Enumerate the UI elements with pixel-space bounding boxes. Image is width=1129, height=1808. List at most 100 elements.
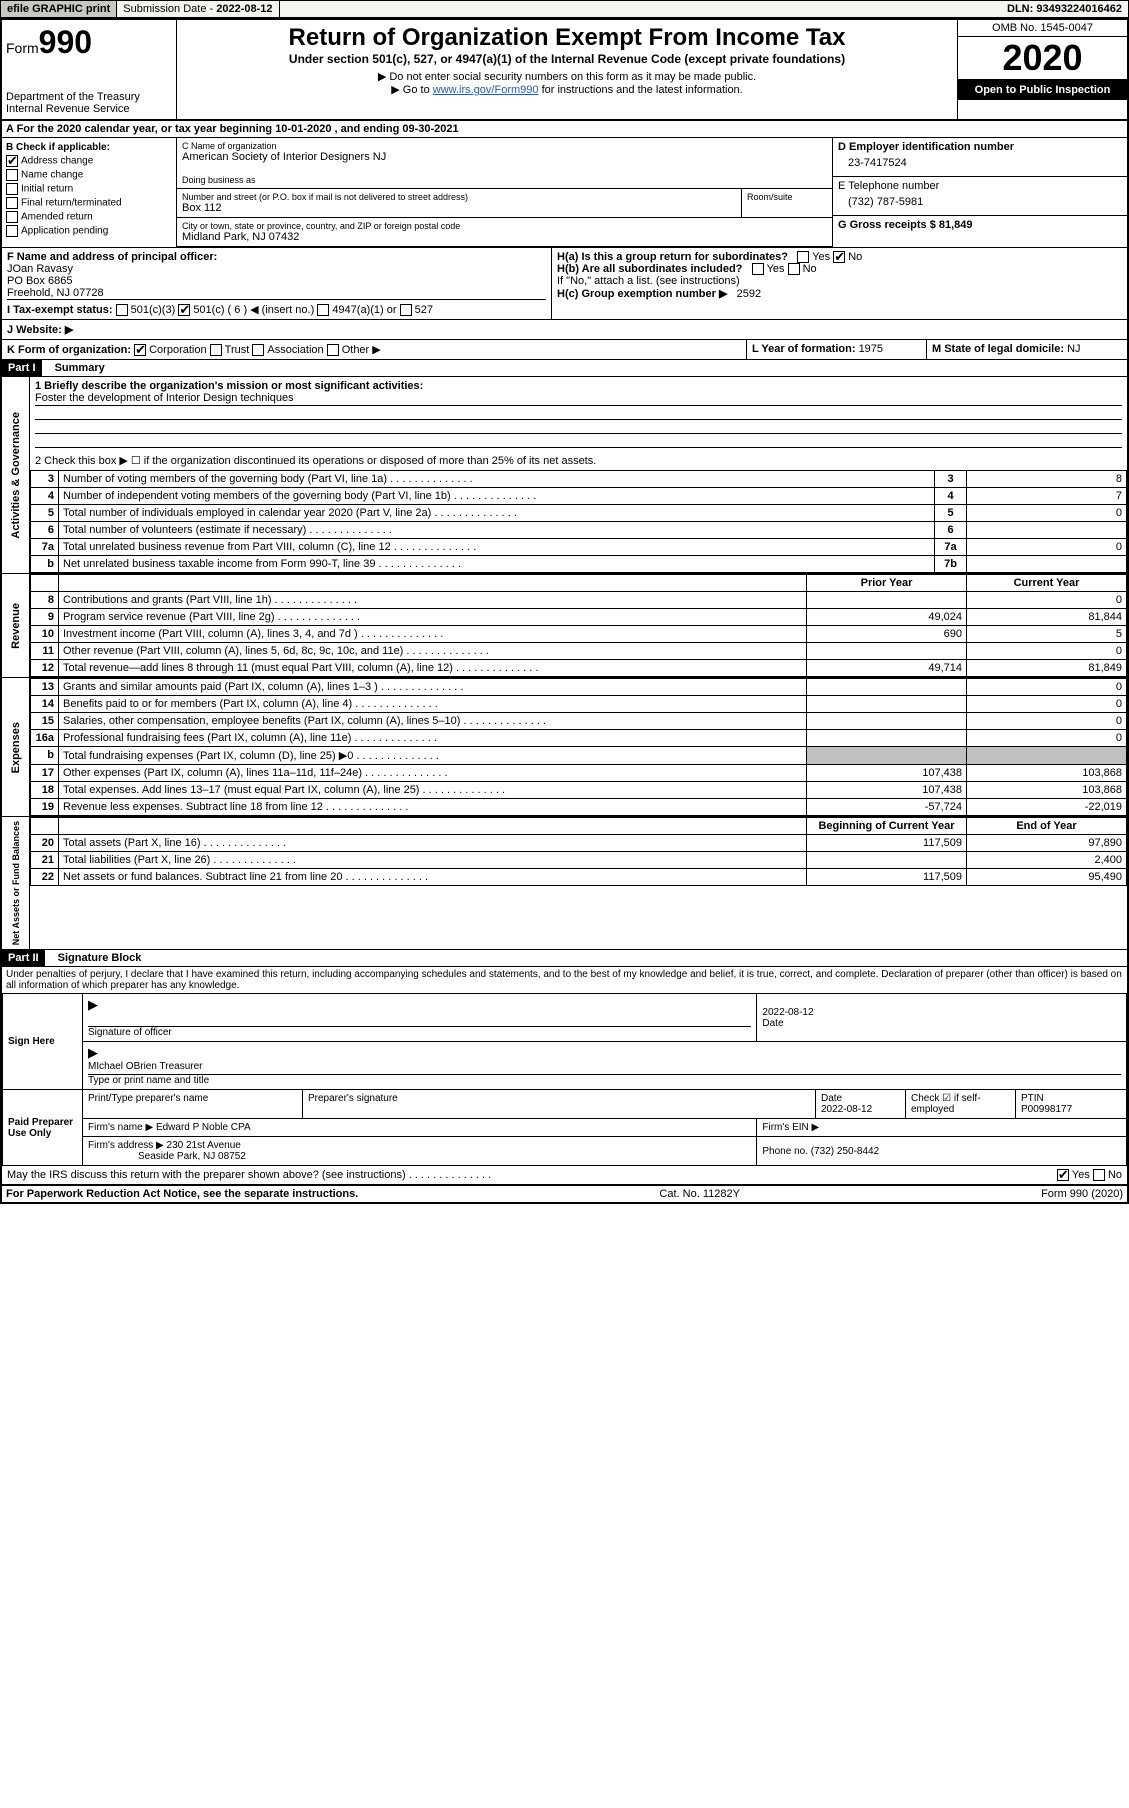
colb-opt-5[interactable]: Application pending xyxy=(6,225,172,237)
part1-badge: Part I xyxy=(2,360,42,376)
cb-527[interactable] xyxy=(400,304,412,316)
addr-value: Box 112 xyxy=(182,202,736,214)
room-label: Room/suite xyxy=(747,192,827,202)
f-label: F Name and address of principal officer: xyxy=(7,251,546,263)
hc: H(c) Group exemption number ▶ 2592 xyxy=(557,287,1122,300)
col-b-hdr: B Check if applicable: xyxy=(6,142,110,153)
q1-ans: Foster the development of Interior Desig… xyxy=(35,392,1122,406)
declaration: Under penalties of perjury, I declare th… xyxy=(2,967,1127,993)
revenue-block: Revenue Prior YearCurrent Year8Contribut… xyxy=(2,574,1127,678)
colb-opt-2[interactable]: Initial return xyxy=(6,183,172,195)
col-d: D Employer identification number 23-7417… xyxy=(832,138,1127,247)
side-ag: Activities & Governance xyxy=(8,408,24,543)
cb-assoc[interactable] xyxy=(252,344,264,356)
colb-opt-0[interactable]: Address change xyxy=(6,155,172,167)
form-ref: Form 990 (2020) xyxy=(1041,1188,1123,1200)
part2-title: Signature Block xyxy=(48,952,142,964)
paid-preparer: Paid Preparer Use Only xyxy=(3,1090,83,1166)
date-lbl: Date xyxy=(762,1018,783,1029)
hb-yes[interactable] xyxy=(752,263,764,275)
row-i: I Tax-exempt status: 501(c)(3) 501(c) ( … xyxy=(7,299,546,316)
q1: 1 Briefly describe the organization's mi… xyxy=(35,380,423,392)
part1-hdr-row: Part I Summary xyxy=(2,360,1127,377)
colb-opt-1[interactable]: Name change xyxy=(6,169,172,181)
h-note: If "No," attach a list. (see instruction… xyxy=(557,275,1122,287)
row-f-h: F Name and address of principal officer:… xyxy=(2,248,1127,320)
subtitle-1: Under section 501(c), 527, or 4947(a)(1)… xyxy=(181,52,953,66)
name-label: C Name of organization xyxy=(182,141,827,151)
cb-501c[interactable] xyxy=(178,304,190,316)
submission-date: Submission Date - 2022-08-12 xyxy=(117,1,279,17)
f-name: JOan Ravasy xyxy=(7,263,546,275)
col-b: B Check if applicable: Address change Nam… xyxy=(2,138,177,247)
open-inspection: Open to Public Inspection xyxy=(958,80,1127,100)
irs-yes[interactable] xyxy=(1057,1169,1069,1181)
side-exp: Expenses xyxy=(8,718,24,777)
signature-table: Sign Here ▶ Signature of officer 2022-08… xyxy=(2,993,1127,1166)
sig-officer-lbl: Signature of officer xyxy=(88,1027,172,1038)
tax-year: 2020 xyxy=(958,37,1127,80)
f-addr1: PO Box 6865 xyxy=(7,275,546,287)
omb-number: OMB No. 1545-0047 xyxy=(958,20,1127,37)
officer-lbl: Type or print name and title xyxy=(88,1075,209,1086)
tel-label: E Telephone number xyxy=(838,180,1122,192)
ha: H(a) Is this a group return for subordin… xyxy=(557,251,1122,263)
ein-value: 23-7417524 xyxy=(838,153,1122,173)
cb-corp[interactable] xyxy=(134,344,146,356)
na-table: Beginning of Current YearEnd of Year20To… xyxy=(30,817,1127,886)
ha-yes[interactable] xyxy=(797,251,809,263)
form990-link[interactable]: www.irs.gov/Form990 xyxy=(433,84,539,96)
f-addr2: Freehold, NJ 07728 xyxy=(7,287,546,299)
side-na: Net Assets or Fund Balances xyxy=(9,817,23,949)
paperwork-notice: For Paperwork Reduction Act Notice, see … xyxy=(6,1188,358,1200)
cat-no: Cat. No. 11282Y xyxy=(659,1188,740,1200)
q2: 2 Check this box ▶ ☐ if the organization… xyxy=(30,451,1127,470)
efile-btn[interactable]: efile GRAPHIC print xyxy=(1,1,117,17)
irs-discuss: May the IRS discuss this return with the… xyxy=(2,1166,1127,1185)
activities-governance: Activities & Governance 1 Briefly descri… xyxy=(2,377,1127,574)
subtitle-3: ▶ Go to www.irs.gov/Form990 for instruct… xyxy=(181,83,953,96)
cb-trust[interactable] xyxy=(210,344,222,356)
side-rev: Revenue xyxy=(8,599,24,653)
cb-4947[interactable] xyxy=(317,304,329,316)
rev-table: Prior YearCurrent Year8Contributions and… xyxy=(30,574,1127,677)
expenses-block: Expenses 13Grants and similar amounts pa… xyxy=(2,678,1127,817)
form-container: Form990 Department of the Treasury Inter… xyxy=(0,18,1129,1204)
netassets-block: Net Assets or Fund Balances Beginning of… xyxy=(2,817,1127,950)
section-bcd: B Check if applicable: Address change Nam… xyxy=(2,138,1127,248)
top-toolbar: efile GRAPHIC print Submission Date - 20… xyxy=(0,0,1129,18)
part2-hdr-row: Part II Signature Block xyxy=(2,950,1127,967)
hb-no[interactable] xyxy=(788,263,800,275)
dba-label: Doing business as xyxy=(182,175,827,185)
org-name: American Society of Interior Designers N… xyxy=(182,151,827,163)
exp-table: 13Grants and similar amounts paid (Part … xyxy=(30,678,1127,816)
city-value: Midland Park, NJ 07432 xyxy=(182,231,827,243)
part2-badge: Part II xyxy=(2,950,45,966)
city-label: City or town, state or province, country… xyxy=(182,221,827,231)
hb: H(b) Are all subordinates included? Yes … xyxy=(557,263,1122,275)
dept-treasury: Department of the Treasury xyxy=(6,91,172,103)
page-footer: For Paperwork Reduction Act Notice, see … xyxy=(2,1185,1127,1202)
ag-table: 3Number of voting members of the governi… xyxy=(30,470,1127,573)
sign-here: Sign Here xyxy=(3,994,83,1090)
addr-label: Number and street (or P.O. box if mail i… xyxy=(182,192,736,202)
ha-no[interactable] xyxy=(833,251,845,263)
form-number: Form990 xyxy=(6,24,172,61)
subtitle-2: ▶ Do not enter social security numbers o… xyxy=(181,70,953,83)
dln: DLN: 93493224016462 xyxy=(1001,1,1128,17)
form-title: Return of Organization Exempt From Incom… xyxy=(181,24,953,52)
line-a: A For the 2020 calendar year, or tax yea… xyxy=(2,121,1127,138)
irs-no[interactable] xyxy=(1093,1169,1105,1181)
form-header: Form990 Department of the Treasury Inter… xyxy=(2,20,1127,121)
cb-other[interactable] xyxy=(327,344,339,356)
row-k: K Form of organization: Corporation Trus… xyxy=(2,340,1127,360)
part1-title: Summary xyxy=(45,362,105,374)
tel-value: (732) 787-5981 xyxy=(838,192,1122,212)
col-c: C Name of organization American Society … xyxy=(177,138,832,247)
sig-date: 2022-08-12 xyxy=(762,1007,813,1018)
dept-irs: Internal Revenue Service xyxy=(6,103,172,115)
colb-opt-3[interactable]: Final return/terminated xyxy=(6,197,172,209)
colb-opt-4[interactable]: Amended return xyxy=(6,211,172,223)
officer-name: MIchael OBrien Treasurer xyxy=(88,1061,1121,1075)
cb-501c3[interactable] xyxy=(116,304,128,316)
